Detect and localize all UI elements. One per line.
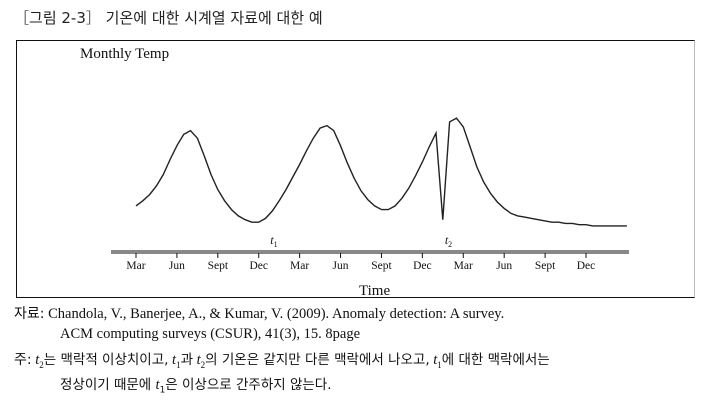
footnote-label: 주: — [14, 352, 32, 368]
x-tick-label: Sept — [535, 260, 556, 272]
footnote-text-4: 에 대한 맥락에서는 — [441, 352, 550, 368]
t2-symbol: t — [35, 352, 40, 368]
y-axis-label: Monthly Temp — [80, 46, 169, 62]
title-bracket-open: ［ — [14, 9, 30, 27]
time-series-chart: Monthly Temp Mar Jun Sept Dec Mar Jun Sept Dec M… — [80, 46, 629, 298]
t1-subscript: 1 — [437, 359, 442, 370]
x-tick-label: Dec — [249, 260, 268, 272]
x-tick-label: Mar — [454, 260, 473, 272]
x-tick-labels: Mar Jun Sept Dec Mar Jun Sept Dec Mar Jun Sept Dec — [126, 260, 595, 272]
title-label: 그림 2-3 — [29, 9, 86, 27]
x-tick-label: Sept — [208, 260, 229, 272]
x-tick-label: Mar — [126, 260, 145, 272]
t1-symbol: t — [155, 377, 160, 393]
x-axis-label: Time — [359, 283, 390, 298]
x-tick-label: Jun — [169, 260, 185, 272]
footnote-text-2: 과 — [180, 352, 193, 368]
source-citation-2: ACM computing surveys (CSUR), 41(3), 15.… — [60, 326, 361, 342]
t2-symbol: t — [196, 352, 201, 368]
footnote-text-6: 은 이상으로 간주하지 않는다. — [165, 377, 332, 393]
t1-symbol: t — [172, 352, 177, 368]
x-tick-label: Sept — [371, 260, 392, 272]
source-citation-1: Chandola, V., Banerjee, A., & Kumar, V. … — [48, 306, 505, 322]
title-bracket-close: ］ — [85, 9, 101, 27]
plot-frame — [16, 40, 695, 298]
x-tick-label: Jun — [496, 260, 512, 272]
source-line-1: 자료: Chandola, V., Banerjee, A., & Kumar,… — [14, 304, 504, 325]
annotations: t1 t2 — [270, 233, 452, 249]
annotation-t2: t2 — [445, 233, 452, 249]
figure-title: ［그림 2-3］ 기온에 대한 시계열 자료에 대한 예 — [14, 7, 323, 28]
series-line — [135, 117, 627, 227]
t1-subscript: 1 — [176, 359, 181, 370]
x-tick-label: Mar — [290, 260, 309, 272]
footnote-text-5: 정상이기 때문에 — [60, 377, 152, 393]
footnote-text-3: 의 기온은 같지만 다른 맥락에서 나오고, — [205, 352, 430, 368]
x-tick-label: Jun — [333, 260, 349, 272]
footnote-line-1: 주: t2는 맥락적 이상치이고, t1과 t2의 기온은 같지만 다른 맥락에… — [14, 350, 550, 376]
source-label: 자료: — [14, 306, 45, 322]
t2-subscript: 2 — [39, 359, 44, 370]
t2-subscript: 2 — [200, 359, 206, 370]
footnote-text-1: 는 맥락적 이상치이고, — [43, 352, 169, 368]
annotation-t1: t1 — [270, 233, 277, 249]
t1-subscript: 1 — [159, 385, 166, 396]
x-tick-label: Dec — [413, 260, 432, 272]
title-text: 기온에 대한 시계열 자료에 대한 예 — [100, 9, 323, 27]
t1-symbol: t — [433, 352, 438, 368]
footnote-line-2: 정상이기 때문에 t1은 이상으로 간주하지 않는다. — [60, 373, 332, 396]
x-tick-label: Dec — [577, 260, 596, 272]
x-ticks — [135, 253, 587, 258]
